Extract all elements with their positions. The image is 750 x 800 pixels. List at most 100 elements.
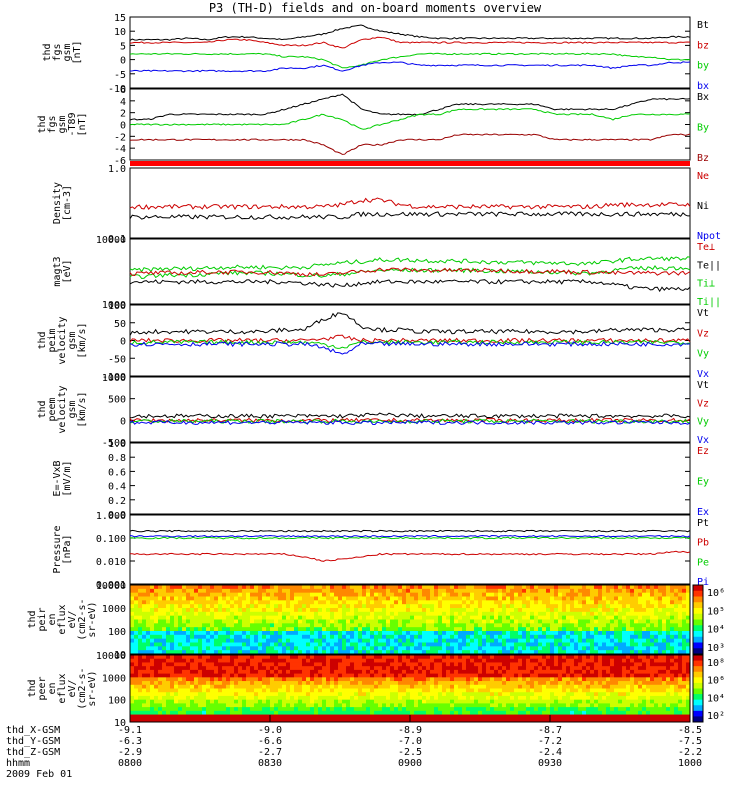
heatmap-cell	[322, 669, 327, 675]
heatmap-cell	[258, 688, 263, 693]
heatmap-cell	[594, 669, 599, 675]
heatmap-cell	[438, 596, 443, 601]
heatmap-cell	[334, 634, 339, 640]
heatmap-cell	[206, 681, 211, 686]
heatmap-cell	[326, 642, 331, 647]
heatmap-cell	[154, 658, 159, 663]
heatmap-cell	[170, 692, 175, 697]
heatmap-cell	[414, 681, 419, 686]
heatmap-cell	[302, 619, 307, 624]
heatmap-cell	[450, 692, 455, 697]
heatmap-cell	[654, 623, 659, 628]
heatmap-cell	[506, 703, 511, 708]
heatmap-cell	[582, 684, 587, 689]
heatmap-cell	[486, 634, 491, 640]
heatmap-cell	[242, 608, 247, 613]
heatmap-cell	[322, 695, 327, 701]
heatmap-cell	[678, 650, 683, 655]
series-line-bx	[129, 61, 691, 73]
ylabel-group: E=-VxB [mV/m]	[52, 460, 73, 496]
heatmap-cell	[210, 585, 215, 590]
heatmap-cell	[302, 669, 307, 675]
heatmap-cell	[178, 585, 183, 590]
heatmap-cell	[214, 619, 219, 624]
heatmap-cell	[450, 673, 455, 678]
heatmap-cell	[254, 681, 259, 686]
heatmap-cell	[490, 718, 495, 723]
heatmap-cell	[222, 673, 227, 678]
heatmap-cell	[150, 646, 155, 651]
heatmap-cell	[286, 600, 291, 605]
heatmap-cell	[514, 623, 519, 628]
heatmap-cell	[358, 650, 363, 655]
heatmap-cell	[258, 650, 263, 655]
heatmap-cell	[566, 592, 571, 597]
heatmap-cell	[586, 611, 591, 617]
heatmap-cell	[602, 592, 607, 597]
heatmap-cell	[338, 608, 343, 613]
heatmap-cell	[630, 634, 635, 640]
heatmap-cell	[578, 669, 583, 675]
heatmap-cell	[514, 608, 519, 613]
heatmap-cell	[478, 714, 483, 719]
heatmap-cell	[634, 611, 639, 617]
heatmap-cell	[638, 608, 643, 613]
heatmap-cell	[502, 718, 507, 723]
heatmap-cell	[602, 692, 607, 697]
heatmap-cell	[490, 585, 495, 590]
heatmap-cell	[282, 604, 287, 609]
heatmap-cell	[662, 615, 667, 620]
heatmap-cell	[642, 650, 647, 655]
heatmap-cell	[578, 699, 583, 704]
heatmap-cell	[182, 642, 187, 647]
heatmap-cell	[654, 615, 659, 620]
heatmap-cell	[150, 658, 155, 663]
heatmap-cell	[366, 634, 371, 640]
heatmap-cell	[378, 662, 383, 667]
heatmap-cell	[658, 631, 663, 636]
ylabel-line: fgs	[47, 115, 58, 133]
heatmap-cell	[298, 619, 303, 624]
heatmap-cell	[366, 655, 371, 660]
heatmap-cell	[306, 642, 311, 647]
heatmap-cell	[430, 707, 435, 712]
heatmap-cell	[506, 662, 511, 667]
heatmap-cell	[170, 684, 175, 689]
heatmap-cell	[590, 604, 595, 609]
heatmap-cell	[550, 688, 555, 693]
heatmap-cell	[506, 611, 511, 617]
heatmap-cell	[578, 600, 583, 605]
heatmap-cell	[278, 585, 283, 590]
heatmap-cell	[358, 604, 363, 609]
heatmap-cell	[386, 703, 391, 708]
heatmap-cell	[310, 608, 315, 613]
heatmap-cell	[434, 619, 439, 624]
heatmap-cell	[274, 638, 279, 643]
heatmap-cell	[238, 588, 243, 594]
heatmap-cell	[522, 596, 527, 601]
heatmap-cell	[406, 695, 411, 701]
heatmap-cell	[294, 655, 299, 660]
heatmap-cell	[566, 669, 571, 675]
heatmap-cell	[430, 684, 435, 689]
heatmap-cell	[366, 666, 371, 671]
heatmap-cell	[390, 692, 395, 697]
heatmap-cell	[446, 619, 451, 624]
heatmap-cell	[538, 662, 543, 667]
ylabel-line: velocity	[57, 316, 68, 364]
heatmap-cell	[326, 695, 331, 701]
heatmap-cell	[610, 623, 615, 628]
heatmap-cell	[342, 710, 347, 715]
heatmap-cell	[594, 585, 599, 590]
heatmap-cell	[338, 600, 343, 605]
heatmap-cell	[366, 585, 371, 590]
heatmap-cell	[518, 592, 523, 597]
heatmap-cell	[202, 718, 207, 723]
heatmap-cell	[294, 592, 299, 597]
heatmap-cell	[682, 588, 687, 594]
heatmap-cell	[678, 585, 683, 590]
heatmap-cell	[518, 669, 523, 675]
heatmap-cell	[314, 619, 319, 624]
heatmap-cell	[554, 703, 559, 708]
heatmap-cell	[262, 619, 267, 624]
